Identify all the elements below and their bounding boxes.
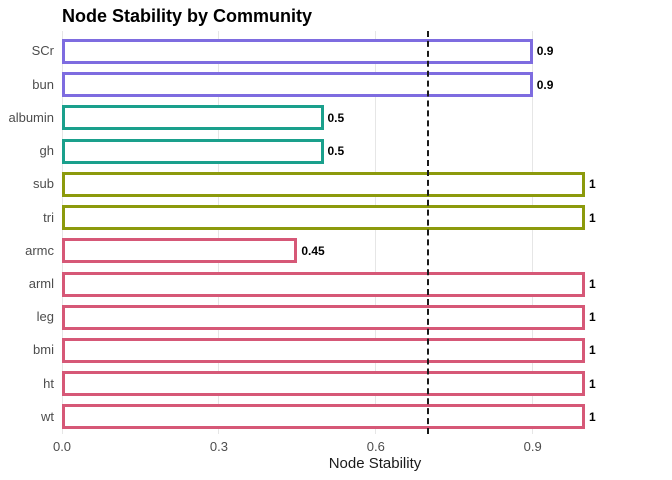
y-tick-label: sub (33, 176, 54, 192)
bar-albumin (62, 105, 324, 131)
bar-value-label: 0.5 (327, 110, 345, 125)
gridline (61, 31, 63, 434)
y-tick-label: wt (41, 408, 54, 424)
gridline (218, 31, 220, 434)
bar-bun (62, 72, 533, 98)
bar-value-label: 0.9 (536, 77, 554, 92)
bar-gh (62, 138, 324, 164)
bar-arml (62, 271, 585, 297)
bar-sub (62, 171, 585, 197)
gridline (532, 31, 534, 434)
x-tick-label: 0.6 (366, 439, 385, 454)
bar-value-label: 1 (589, 376, 596, 391)
x-axis-title: Node Stability (328, 455, 422, 472)
bar-value-label: 0.5 (327, 144, 345, 159)
y-tick-label: tri (43, 209, 54, 225)
bar-value-label: 1 (589, 177, 596, 192)
bar-value-label: 1 (589, 310, 596, 325)
bar-value-label: 1 (589, 343, 596, 358)
bar-value-label: 1 (589, 210, 596, 225)
bar-tri (62, 205, 585, 231)
y-tick-label: arml (28, 276, 54, 291)
bar-SCr (62, 38, 533, 64)
bar-ht (62, 371, 585, 397)
x-tick-label: 0.0 (52, 439, 72, 454)
x-tick-label: 0.9 (523, 439, 542, 454)
chart-title: Node Stability by Community (62, 6, 313, 26)
y-tick-label: SCr (31, 43, 54, 59)
y-tick-label: bun (32, 76, 54, 92)
y-tick-label: bmi (33, 342, 54, 358)
bar-value-label: 0.45 (301, 243, 325, 258)
y-tick-label: leg (36, 309, 54, 325)
y-tick-label: gh (39, 143, 54, 159)
y-tick-label: albumin (8, 109, 54, 125)
y-tick-label: armc (25, 242, 54, 258)
bar-armc (62, 238, 298, 264)
gridline (375, 31, 377, 434)
bar-value-label: 1 (589, 409, 596, 424)
x-tick-label: 0.3 (209, 439, 228, 454)
bar-value-label: 1 (589, 277, 596, 291)
bar-wt (62, 404, 585, 430)
reference-line (427, 31, 430, 434)
bar-value-label: 0.9 (536, 44, 554, 59)
bar-leg (62, 304, 585, 330)
bar-bmi (62, 337, 585, 363)
y-tick-label: ht (43, 375, 54, 391)
